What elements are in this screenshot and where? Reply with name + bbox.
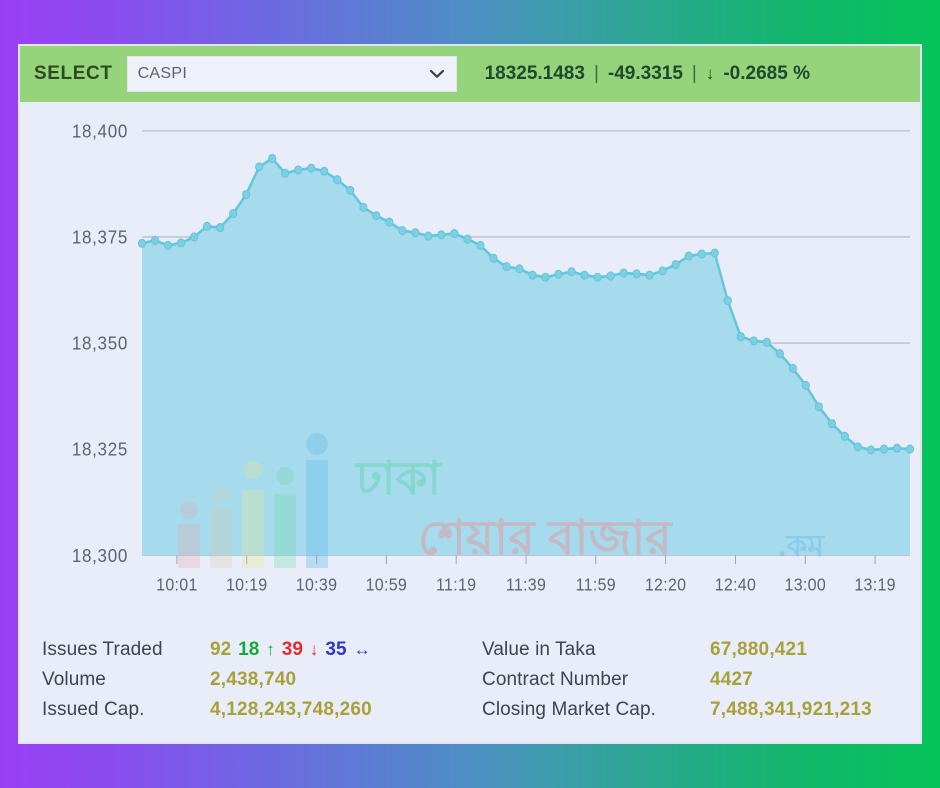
arrow-flat-icon: ↔: [353, 640, 371, 659]
svg-text:13:19: 13:19: [854, 575, 896, 595]
stat-row-value-in-taka: Value in Taka 67,880,421: [482, 639, 898, 661]
svg-text:11:59: 11:59: [576, 575, 616, 595]
svg-text:13:00: 13:00: [785, 575, 827, 595]
arrow-down-icon: ↓: [705, 64, 715, 83]
chart-area: 18,400 18,375 18,350 18,325 18,300 10:01 10:1…: [20, 102, 920, 624]
x-axis-tick-labels: 10:01 10:19 10:39 10:59 11:19 11:39 11:59 12:20…: [156, 575, 896, 595]
stat-label-contract-number: Contract Number: [482, 669, 629, 690]
select-label: SELECT: [34, 63, 113, 84]
chart-data-point-markers: [137, 153, 915, 455]
index-select-dropdown[interactable]: CASPI: [126, 56, 457, 92]
svg-text:18,400: 18,400: [72, 121, 128, 142]
stat-row-issued-cap: Issued Cap. 4,128,243,748,260: [42, 699, 482, 721]
stat-value-closing-market-cap: 7,488,341,921,213: [710, 699, 872, 720]
ticker-change: -49.3315: [607, 63, 683, 84]
stat-label-closing-market-cap: Closing Market Cap.: [482, 699, 657, 720]
svg-text:18,375: 18,375: [72, 227, 128, 248]
stat-label-volume: Volume: [42, 669, 106, 690]
stat-row-closing-market-cap: Closing Market Cap. 7,488,341,921,213: [482, 699, 898, 721]
stat-row-volume: Volume 2,438,740: [42, 669, 482, 691]
issues-down: 39: [281, 639, 303, 660]
stat-label-issued-cap: Issued Cap.: [42, 699, 145, 720]
ticker-readout: 18325.1483 | -49.3315 | ↓ -0.2685 %: [485, 63, 810, 85]
issues-total: 92: [210, 639, 232, 660]
stats-footer: Issues Traded 92 18 ↑ 39 ↓ 35 ↔ Volume 2…: [20, 624, 920, 742]
index-chart-widget: SELECT CASPI 18325.1483 | -49.3315 | ↓ -…: [18, 44, 922, 744]
stat-value-value-in-taka: 67,880,421: [710, 639, 808, 660]
arrow-down-icon: ↓: [309, 640, 319, 659]
issues-traded-values: 92 18 ↑ 39 ↓ 35 ↔: [210, 639, 371, 661]
svg-text:18,300: 18,300: [72, 545, 128, 566]
stat-row-issues-traded: Issues Traded 92 18 ↑ 39 ↓ 35 ↔: [42, 639, 482, 661]
chevron-down-icon: [429, 69, 444, 78]
stat-label-issues-traded: Issues Traded: [42, 639, 163, 660]
svg-text:11:39: 11:39: [506, 575, 546, 595]
stats-right-column: Value in Taka 67,880,421 Contract Number…: [482, 632, 898, 728]
issues-up: 18: [238, 639, 260, 660]
svg-text:10:19: 10:19: [226, 575, 268, 595]
ticker-value: 18325.1483: [484, 63, 585, 84]
widget-header: SELECT CASPI 18325.1483 | -49.3315 | ↓ -…: [20, 46, 920, 102]
svg-text:11:19: 11:19: [436, 575, 476, 595]
chart-area-fill: [142, 158, 910, 556]
arrow-up-icon: ↑: [266, 640, 275, 659]
x-axis-tick-marks: [176, 555, 876, 565]
stat-label-value-in-taka: Value in Taka: [482, 639, 596, 660]
svg-text:10:39: 10:39: [296, 575, 338, 595]
y-axis-tick-labels: 18,400 18,375 18,350 18,325 18,300: [72, 121, 128, 566]
ticker-percent: -0.2685 %: [723, 63, 810, 84]
svg-text:12:20: 12:20: [645, 575, 687, 595]
svg-text:10:59: 10:59: [366, 575, 408, 595]
svg-text:12:40: 12:40: [715, 575, 757, 595]
index-area-chart[interactable]: 18,400 18,375 18,350 18,325 18,300 10:01 10:1…: [20, 102, 920, 624]
stat-row-contract-number: Contract Number 4427: [482, 669, 898, 691]
svg-text:18,350: 18,350: [72, 333, 128, 354]
stat-value-contract-number: 4427: [710, 669, 754, 690]
stat-value-volume: 2,438,740: [210, 669, 297, 690]
ticker-separator-1: |: [593, 63, 599, 84]
stats-left-column: Issues Traded 92 18 ↑ 39 ↓ 35 ↔ Volume 2…: [42, 632, 482, 728]
index-select-value: CASPI: [137, 65, 188, 82]
ticker-separator-2: |: [691, 63, 697, 84]
svg-text:18,325: 18,325: [72, 439, 128, 460]
svg-text:10:01: 10:01: [156, 575, 198, 595]
stat-value-issued-cap: 4,128,243,748,260: [210, 699, 372, 720]
issues-flat: 35: [325, 639, 347, 660]
